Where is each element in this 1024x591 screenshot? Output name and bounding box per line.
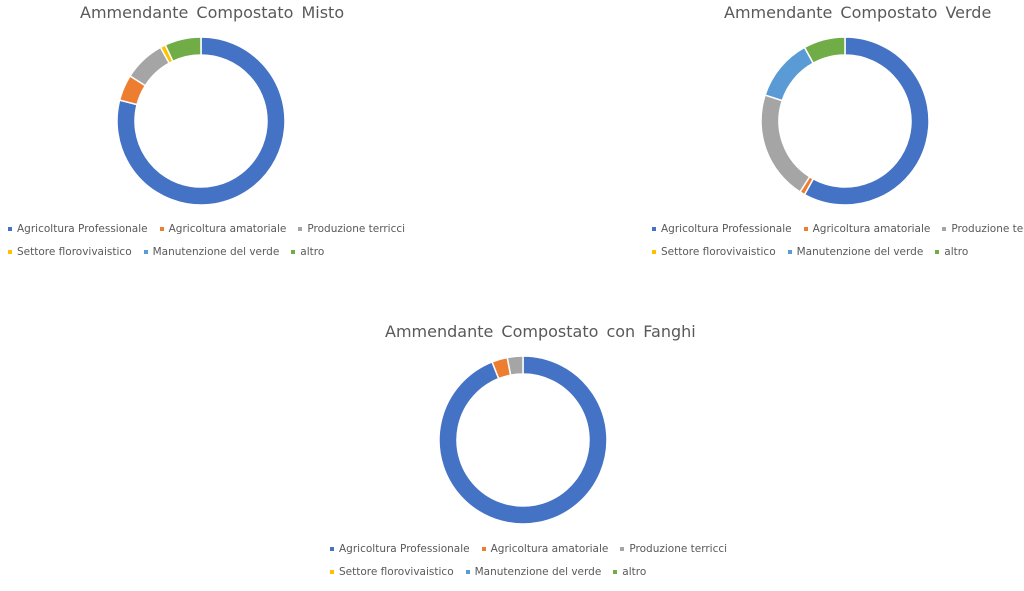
chart-title-fanghi: Ammendante Compostato con Fanghi (385, 322, 696, 341)
legend-swatch (935, 250, 940, 254)
legend-swatch (143, 250, 148, 254)
legend-row: Settore florovivaistico Manutenzione del … (330, 566, 658, 578)
legend-swatch (652, 250, 656, 254)
legend-item-agricoltura-professionale: Agricoltura Professionale (330, 543, 470, 555)
legend-row: Settore florovivaistico Manutenzione del … (8, 246, 336, 258)
legend-swatch (613, 570, 618, 574)
donut-slice-altro (803, 36, 846, 65)
legend-label: Agricoltura amatoriale (812, 223, 931, 235)
legend-swatch (159, 227, 164, 231)
donut-slice-agricoltura-professionale (116, 36, 286, 206)
donut-slice-produzione-terricci (506, 355, 524, 377)
legend-row: Agricoltura Professionale Agricoltura ama… (652, 223, 1024, 235)
legend-item-produzione-terricci: Produzione terricci (942, 223, 1024, 235)
legend-item-agricoltura-amatoriale: Agricoltura amatoriale (803, 223, 931, 235)
legend-label: Agricoltura amatoriale (490, 543, 609, 555)
legend-label: Agricoltura Professionale (17, 223, 148, 235)
legend-item-produzione-terricci: Produzione terricci (620, 543, 727, 555)
legend-swatch (787, 250, 792, 254)
legend-label: Agricoltura Professionale (661, 223, 792, 235)
legend-swatch (330, 570, 334, 574)
legend-label: Produzione terricci (951, 223, 1024, 235)
donut-slice-agricoltura-professionale (438, 355, 608, 525)
legend-item-produzione-terricci: Produzione terricci (298, 223, 405, 235)
legend-item-settore-florovivaistico: Settore florovivaistico (330, 566, 454, 578)
legend-label: Settore florovivaistico (17, 246, 132, 258)
chart-title-verde: Ammendante Compostato Verde (724, 3, 992, 22)
legend-item-agricoltura-amatoriale: Agricoltura amatoriale (159, 223, 287, 235)
legend-label: Settore florovivaistico (661, 246, 776, 258)
legend-label: Agricoltura Professionale (339, 543, 470, 555)
legend-label: Manutenzione del verde (796, 246, 924, 258)
legend-label: Agricoltura amatoriale (168, 223, 287, 235)
legend-swatch (465, 570, 470, 574)
legend-swatch (942, 227, 947, 231)
legend-swatch (803, 227, 808, 231)
legend-row: Settore florovivaistico Manutenzione del … (652, 246, 980, 258)
legend-item-altro: altro (935, 246, 968, 258)
legend-label: altro (944, 246, 969, 258)
legend-item-manutenzione-del-verde: Manutenzione del verde (465, 566, 602, 578)
legend-item-altro: altro (291, 246, 324, 258)
legend-label: Manutenzione del verde (152, 246, 280, 258)
legend-swatch (330, 547, 334, 551)
legend-item-settore-florovivaistico: Settore florovivaistico (652, 246, 776, 258)
legend-item-agricoltura-professionale: Agricoltura Professionale (652, 223, 792, 235)
legend-swatch (652, 227, 656, 231)
chart-title-misto: Ammendante Compostato Misto (80, 3, 345, 22)
legend-label: altro (300, 246, 325, 258)
legend-label: Produzione terricci (629, 543, 728, 555)
legend-row: Agricoltura Professionale Agricoltura ama… (8, 223, 417, 235)
legend-item-altro: altro (613, 566, 646, 578)
legend-swatch (481, 547, 486, 551)
legend-label: Produzione terricci (307, 223, 406, 235)
legend-swatch (8, 250, 12, 254)
legend-label: Manutenzione del verde (474, 566, 602, 578)
donut-slice-altro (164, 36, 202, 63)
legend-row: Agricoltura Professionale Agricoltura ama… (330, 543, 739, 555)
legend-item-agricoltura-professionale: Agricoltura Professionale (8, 223, 148, 235)
legend-item-settore-florovivaistico: Settore florovivaistico (8, 246, 132, 258)
donut-chart-fanghi (438, 355, 608, 525)
legend-swatch (291, 250, 296, 254)
donut-chart-verde (760, 36, 930, 206)
donut-slice-manutenzione-del-verde (764, 46, 815, 102)
legend-swatch (620, 547, 625, 551)
legend-swatch (298, 227, 303, 231)
legend-item-agricoltura-amatoriale: Agricoltura amatoriale (481, 543, 609, 555)
legend-item-manutenzione-del-verde: Manutenzione del verde (787, 246, 924, 258)
legend-label: altro (622, 566, 647, 578)
donut-slice-agricoltura-professionale (803, 36, 930, 206)
legend-item-manutenzione-del-verde: Manutenzione del verde (143, 246, 280, 258)
legend-swatch (8, 227, 12, 231)
donut-slice-produzione-terricci (760, 94, 811, 193)
legend-label: Settore florovivaistico (339, 566, 454, 578)
donut-chart-misto (116, 36, 286, 206)
